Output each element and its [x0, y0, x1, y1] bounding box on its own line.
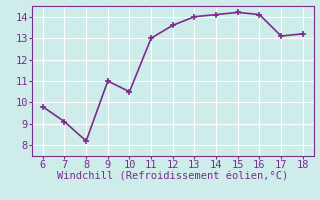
X-axis label: Windchill (Refroidissement éolien,°C): Windchill (Refroidissement éolien,°C) — [57, 172, 288, 182]
